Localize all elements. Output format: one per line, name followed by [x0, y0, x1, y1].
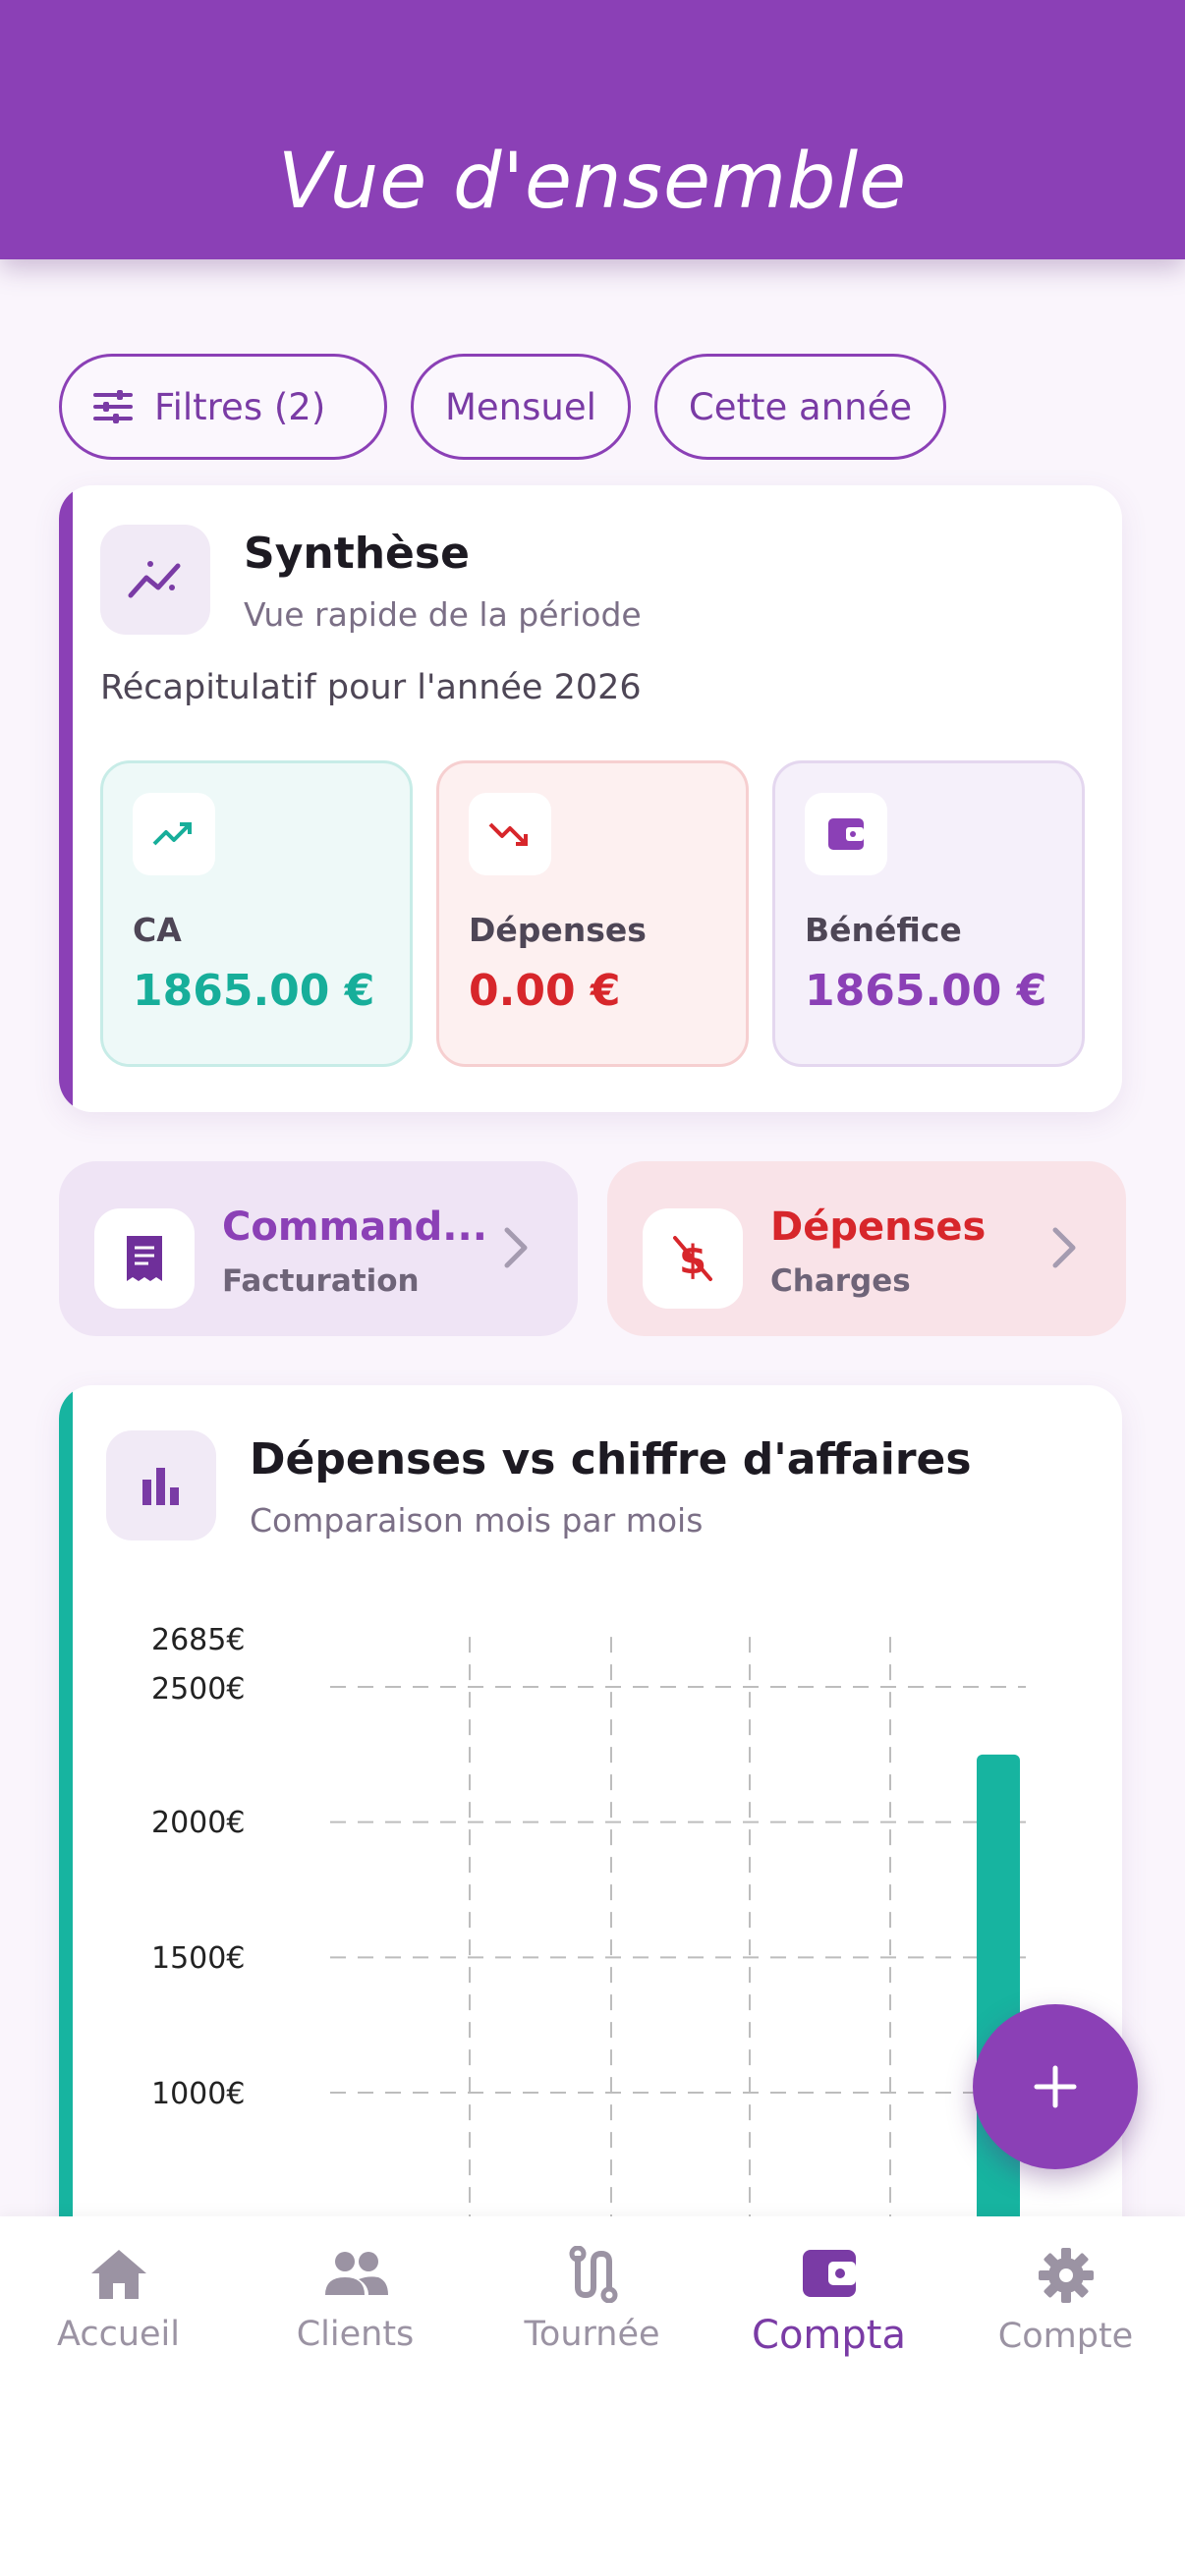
nav-label: Accueil	[57, 2315, 180, 2354]
trending-down-icon	[469, 793, 551, 875]
tune-icon	[93, 390, 133, 423]
stat-ca: CA 1865.00 €	[100, 760, 413, 1067]
chart-card: Dépenses vs chiffre d'affaires Comparais…	[59, 1385, 1122, 2368]
synthese-subtitle: Vue rapide de la période	[244, 595, 642, 634]
depenses-shortcut[interactable]: $ Dépenses Charges	[607, 1161, 1126, 1336]
money-off-icon: $	[643, 1208, 743, 1309]
y-tick-label: 2500€	[151, 1672, 246, 1707]
recap-text: Récapitulatif pour l'année 2026	[100, 668, 642, 707]
nav-label: Tournée	[524, 2315, 660, 2354]
gear-icon	[1038, 2248, 1094, 2303]
stat-label: Dépenses	[469, 911, 647, 949]
nav-compta[interactable]: Compta	[710, 2246, 947, 2403]
chart-icon-tile	[106, 1430, 216, 1540]
page-title: Vue d'ensemble	[277, 138, 908, 226]
stat-benefice: Bénéfice 1865.00 €	[772, 760, 1085, 1067]
filter-chips: Filtres (2) Mensuel Cette année	[59, 354, 947, 460]
home-icon	[90, 2250, 146, 2299]
stat-value: 1865.00 €	[805, 966, 1047, 1016]
y-tick-label: 1500€	[151, 1941, 246, 1976]
card-accent	[59, 1385, 73, 2368]
wallet-icon	[802, 2250, 856, 2297]
commandes-shortcut[interactable]: Command... Facturation	[59, 1161, 578, 1336]
stat-depenses: Dépenses 0.00 €	[436, 760, 749, 1067]
people-icon	[324, 2252, 388, 2295]
stat-label: CA	[133, 911, 182, 949]
chevron-right-icon	[503, 1226, 529, 1273]
nav-label: Compta	[752, 2313, 906, 2358]
trending-up-icon	[133, 793, 215, 875]
route-icon	[569, 2246, 617, 2303]
y-tick-label: 2000€	[151, 1806, 246, 1840]
plus-icon	[1034, 2065, 1077, 2108]
shortcut-subtitle: Charges	[770, 1263, 911, 1299]
stat-value: 1865.00 €	[133, 966, 375, 1016]
receipt-icon	[94, 1208, 195, 1309]
shortcut-title: Dépenses	[770, 1204, 987, 1250]
y-tick-label: 1000€	[151, 2077, 246, 2111]
nav-accueil[interactable]: Accueil	[0, 2246, 237, 2403]
shortcut-title: Command...	[222, 1204, 487, 1250]
nav-tournee[interactable]: Tournée	[474, 2246, 710, 2403]
stat-value: 0.00 €	[469, 966, 621, 1016]
nav-compte[interactable]: Compte	[947, 2246, 1184, 2403]
app-bar: Vue d'ensemble	[0, 0, 1185, 259]
add-button[interactable]	[973, 2004, 1138, 2169]
auto-graph-icon	[128, 561, 181, 598]
period-chip[interactable]: Mensuel	[411, 354, 631, 460]
chart-title: Dépenses vs chiffre d'affaires	[250, 1434, 972, 1484]
chevron-right-icon	[1051, 1226, 1077, 1273]
nav-label: Clients	[296, 2315, 415, 2354]
filters-chip[interactable]: Filtres (2)	[59, 354, 387, 460]
chart-subtitle: Comparaison mois par mois	[250, 1501, 704, 1540]
bar-chart-icon	[142, 1468, 179, 1505]
nav-clients[interactable]: Clients	[237, 2246, 474, 2403]
synthese-icon-tile	[100, 525, 210, 635]
card-accent	[59, 485, 73, 1112]
synthese-title: Synthèse	[244, 529, 470, 579]
synthese-card: Synthèse Vue rapide de la période Récapi…	[59, 485, 1122, 1112]
shortcut-subtitle: Facturation	[222, 1263, 420, 1299]
filters-label: Filtres (2)	[154, 385, 326, 428]
y-tick-label: 2685€	[151, 1623, 246, 1657]
wallet-icon	[805, 793, 887, 875]
nav-label: Compte	[997, 2317, 1134, 2356]
bottom-navigation: Accueil Clients Tournée Compta	[0, 2216, 1185, 2576]
year-chip[interactable]: Cette année	[653, 354, 947, 460]
stat-label: Bénéfice	[805, 911, 962, 949]
